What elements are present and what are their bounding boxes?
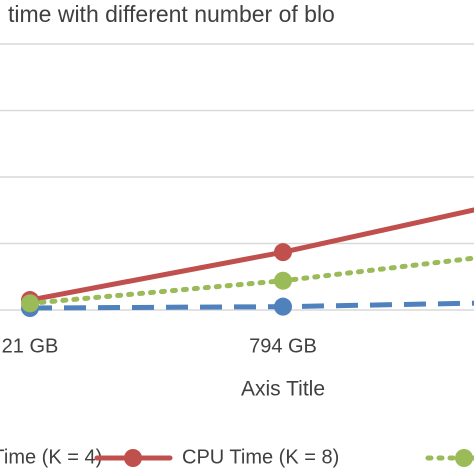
- legend-marker: [455, 449, 473, 467]
- data-point: [21, 294, 39, 313]
- chart-title: time with different number of blo: [8, 1, 335, 27]
- legend-label: CPU Time (K = 4): [0, 446, 102, 468]
- x-tick-label: 794 GB: [249, 335, 317, 357]
- x-tick-label: 21 GB: [2, 335, 59, 357]
- data-point: [274, 297, 292, 316]
- legend-marker: [124, 449, 142, 467]
- data-point: [274, 243, 292, 262]
- legend-label: CPU Time (K = 8): [182, 446, 339, 468]
- series-line: [29, 300, 474, 311]
- data-point: [274, 271, 292, 290]
- x-axis-title: Axis Title: [241, 378, 325, 401]
